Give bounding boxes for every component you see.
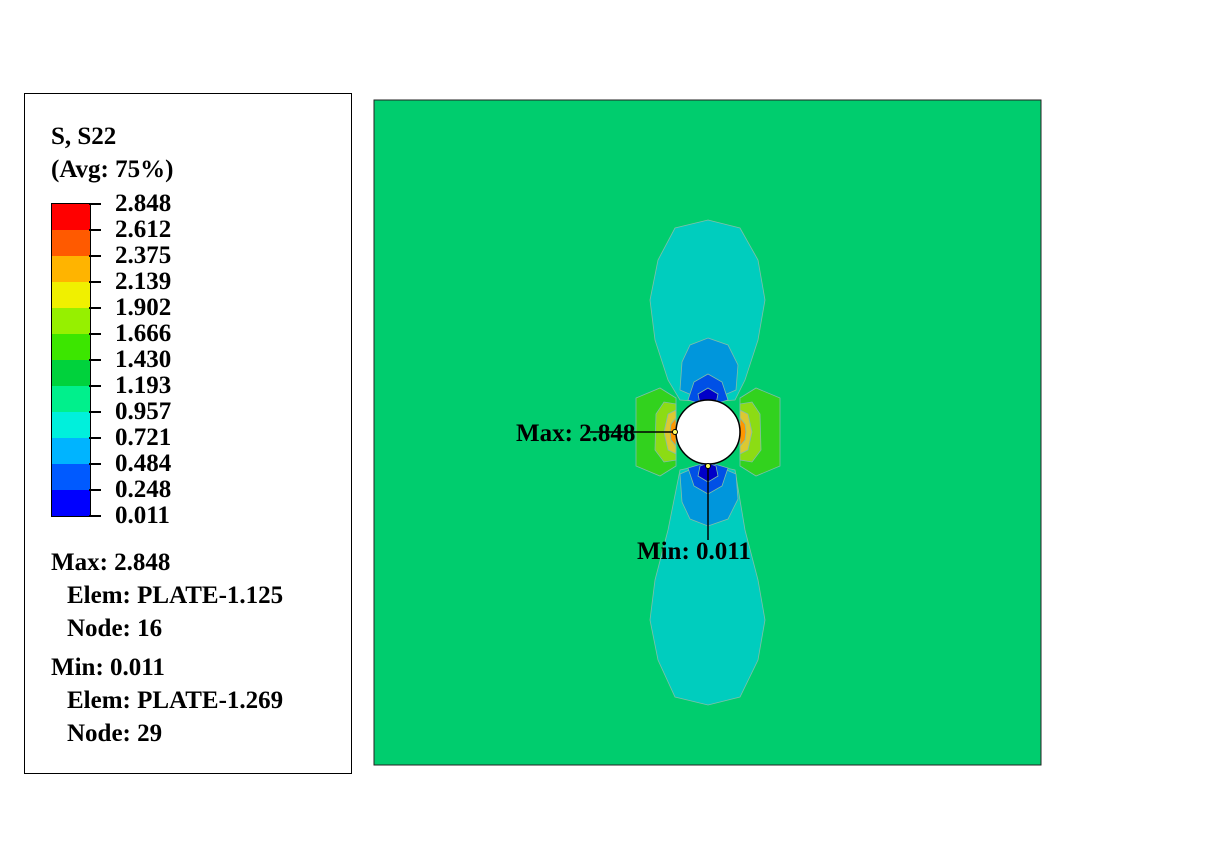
min-marker xyxy=(705,463,711,469)
tick-mark xyxy=(89,203,101,205)
color-swatch xyxy=(52,282,90,308)
tick-label: 1.430 xyxy=(115,346,172,373)
legend-max-node: Node: 16 xyxy=(67,615,163,642)
tick-label: 2.375 xyxy=(115,242,172,269)
tick-label: 1.902 xyxy=(115,294,172,321)
tick-label: 1.666 xyxy=(115,320,172,347)
color-swatch xyxy=(52,412,90,438)
tick-mark xyxy=(89,359,101,361)
tick-mark xyxy=(89,229,101,231)
color-swatch xyxy=(52,334,90,360)
tick-label: 2.848 xyxy=(115,190,172,217)
tick-label: 2.139 xyxy=(115,268,172,295)
color-swatch xyxy=(52,230,90,256)
legend-max-element: Elem: PLATE-1.125 xyxy=(67,582,284,609)
max-marker xyxy=(672,429,678,435)
hole xyxy=(675,399,741,465)
tick-mark xyxy=(89,333,101,335)
tick-label: 0.721 xyxy=(115,424,172,451)
tick-mark xyxy=(89,489,101,491)
right-side-orange-contour xyxy=(739,416,747,448)
tick-mark xyxy=(89,307,101,309)
tick-label: 0.957 xyxy=(115,398,172,425)
color-swatch xyxy=(52,204,90,230)
tick-mark xyxy=(89,385,101,387)
color-bar xyxy=(51,203,91,517)
tick-mark xyxy=(89,515,101,517)
tick-label: 0.484 xyxy=(115,450,172,477)
color-swatch xyxy=(52,386,90,412)
legend-min-value: Min: 0.011 xyxy=(51,654,165,681)
color-swatch xyxy=(52,308,90,334)
legend-min-node: Node: 29 xyxy=(67,720,163,747)
tick-label: 1.193 xyxy=(115,372,172,399)
color-swatch xyxy=(52,490,90,516)
tick-label: 2.612 xyxy=(115,216,172,243)
tick-mark xyxy=(89,281,101,283)
max-annotation: Max: 2.848 xyxy=(516,420,635,447)
legend-min-element: Elem: PLATE-1.269 xyxy=(67,687,284,714)
color-swatch xyxy=(52,464,90,490)
tick-mark xyxy=(89,255,101,257)
legend-title: S, S22 xyxy=(51,123,117,150)
color-swatch xyxy=(52,360,90,386)
tick-mark xyxy=(89,437,101,439)
tick-mark xyxy=(89,463,101,465)
legend-panel: S, S22 (Avg: 75%) 2.848 2.612 2.375 2.139 1.… xyxy=(24,93,352,774)
legend-averaging: (Avg: 75%) xyxy=(51,156,174,183)
tick-label: 0.248 xyxy=(115,476,172,503)
tick-mark xyxy=(89,411,101,413)
legend-max-value: Max: 2.848 xyxy=(51,549,171,576)
color-swatch xyxy=(52,256,90,282)
min-annotation: Min: 0.011 xyxy=(637,538,751,565)
color-swatch xyxy=(52,438,90,464)
tick-label: 0.011 xyxy=(115,502,170,529)
